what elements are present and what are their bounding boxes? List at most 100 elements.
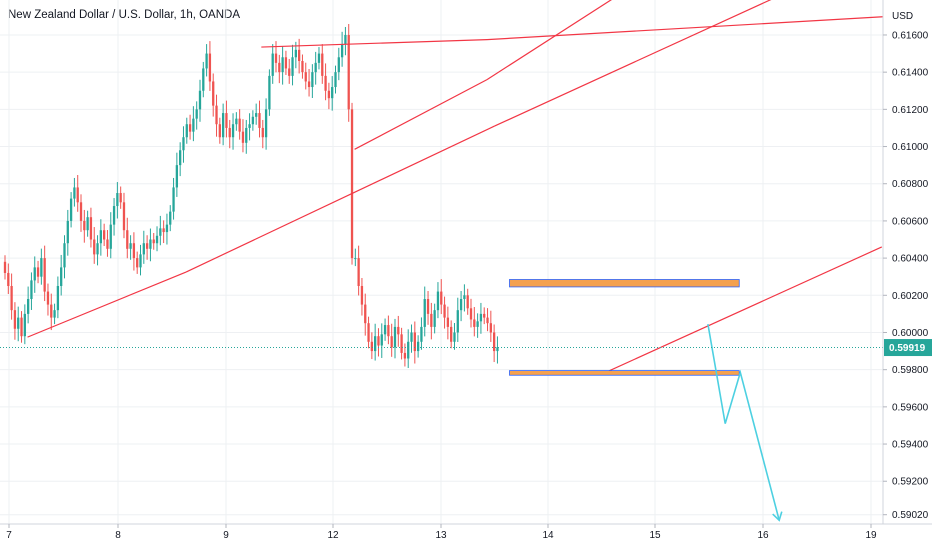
candle-body [116,193,119,207]
price-tick-label: 0.60800 [892,179,929,190]
candle-body [255,113,258,117]
candle-body [103,230,106,240]
candle-body [225,113,228,128]
candle-body [215,105,218,125]
price-axis-ticks: 0.61600 0.61400 0.61200 0.61000 0.60800 0.606… [883,30,929,521]
price-zone[interactable] [509,279,740,288]
candle-body [202,68,205,91]
candle-body [212,81,215,106]
candle-body [294,49,297,58]
candle-body [311,72,314,88]
candle-body [73,187,76,199]
candle-body [99,230,102,244]
time-tick-label: 9 [223,530,229,541]
candle-body [165,224,169,233]
candle-body [159,228,162,236]
candle-body [364,304,367,324]
price-tick-label: 0.59400 [892,440,929,451]
candle-body [30,280,33,300]
candle-body [195,109,198,119]
price-tick-label: 0.61400 [892,68,929,79]
candle-body [390,336,393,348]
candle-body [264,109,268,138]
candle-body [69,198,73,221]
last-price-tag: 0.59919 [884,339,932,357]
candle-body [221,113,225,138]
candle-body [443,304,446,318]
candle-body [483,313,486,318]
candle-body [334,72,337,88]
candle-body [278,62,281,73]
candle-body [284,57,288,69]
trendline[interactable] [486,15,890,41]
last-price-value: 0.59919 [889,343,926,354]
trendline[interactable] [494,0,842,127]
trendline[interactable] [354,79,488,150]
candle-body [175,165,179,188]
price-zone[interactable] [509,370,740,376]
candle-body [258,113,261,128]
price-tick-label: 0.61600 [892,30,929,41]
candle-body [235,118,238,125]
candle-body [281,57,284,73]
candle-body [182,137,185,151]
candle-body [324,75,327,91]
candle-body [440,291,443,305]
candle-body [251,116,255,125]
candle-body [288,68,291,76]
candle-body [271,53,274,76]
candle-body [109,224,112,249]
candle-body [119,193,122,203]
candle-body [301,61,304,73]
candle-body [79,202,83,221]
candle-body [466,295,469,309]
candle-body [245,127,248,143]
trendline[interactable] [27,271,187,338]
candle-body [56,285,60,311]
candle-body [218,124,221,138]
price-tick-label: 0.59200 [892,477,929,488]
price-tick-label: 0.59800 [892,365,929,376]
trendline[interactable] [486,0,843,81]
candle-body [20,317,23,337]
candle-body [446,317,450,327]
candle-body [350,109,354,259]
candle-body [238,118,241,132]
price-tick-label: 0.60000 [892,328,929,339]
candle-body [261,127,264,138]
trendline[interactable] [185,125,495,273]
price-tick-label: 0.59600 [892,402,929,413]
candle-body [473,319,476,327]
candle-body [192,118,195,132]
time-tick-label: 8 [115,530,121,541]
candle-body [307,81,311,88]
candle-body [188,124,192,132]
candle-body [179,150,182,166]
annotations [27,0,890,522]
candle-body [360,285,364,305]
projection-path[interactable] [707,323,780,521]
candle-body [76,187,79,203]
candle-body [331,87,334,99]
time-axis-ticks: 7 8 9 12 13 14 15 16 19 [6,524,877,541]
candle-body [43,258,46,292]
candle-body [436,291,440,311]
candle-body [96,243,99,255]
price-tick-label: 0.61000 [892,142,929,153]
candle-body [486,317,489,324]
candle-body [106,239,109,249]
candle-body [139,254,142,268]
candle-body [205,53,208,69]
candle-body [377,336,380,346]
candle-body [453,332,456,342]
candle-body [83,220,86,231]
trendline[interactable] [601,246,883,375]
trendline[interactable] [261,39,488,48]
candle-body [344,34,347,45]
price-axis-background[interactable] [883,0,932,550]
candle-body [241,131,245,143]
candle-body [152,239,155,244]
candle-body [416,341,420,352]
candle-body [86,217,89,231]
